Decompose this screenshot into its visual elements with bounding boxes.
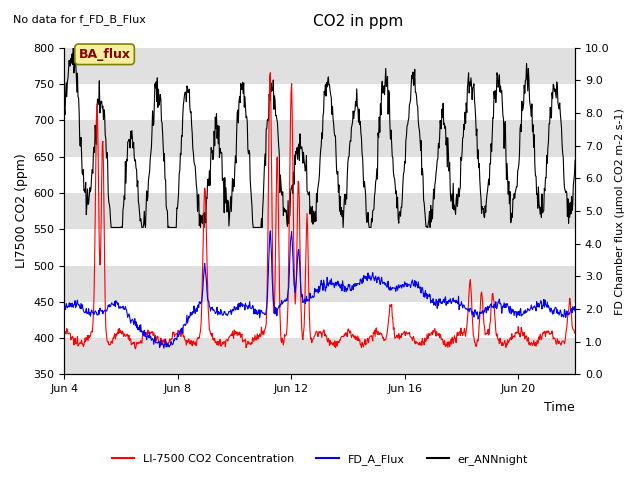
Text: Time: Time — [545, 401, 575, 414]
Bar — [65, 193, 575, 229]
Y-axis label: LI7500 CO2 (ppm): LI7500 CO2 (ppm) — [15, 154, 28, 268]
Text: CO2 in ppm: CO2 in ppm — [313, 14, 404, 29]
Bar — [65, 338, 575, 374]
Legend: LI-7500 CO2 Concentration, FD_A_Flux, er_ANNnight: LI-7500 CO2 Concentration, FD_A_Flux, er… — [108, 450, 532, 469]
Y-axis label: FD Chamber flux (μmol CO2 m-2 s-1): FD Chamber flux (μmol CO2 m-2 s-1) — [615, 108, 625, 314]
Bar — [65, 48, 575, 84]
Bar — [65, 265, 575, 302]
Bar — [65, 120, 575, 156]
Text: No data for f_FD_B_Flux: No data for f_FD_B_Flux — [13, 14, 146, 25]
Text: BA_flux: BA_flux — [79, 48, 131, 61]
